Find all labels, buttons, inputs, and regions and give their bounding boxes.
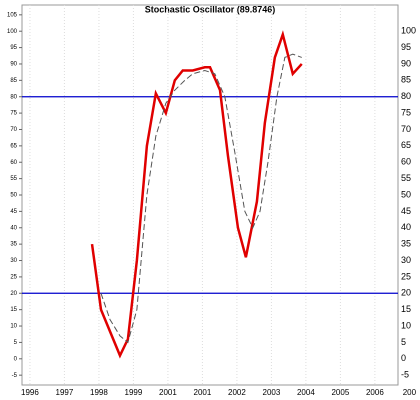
y-tick-label: 5 [14, 340, 18, 346]
x-tick-label: 2003 [263, 388, 281, 397]
y-tick-label: 70 [10, 127, 17, 133]
y-tick-label: 85 [10, 78, 17, 84]
y2-tick-label: 95 [401, 42, 411, 52]
y2-tick-label: 0 [401, 353, 406, 363]
y-tick-label: 65 [10, 143, 17, 149]
x-tick-label: 1999 [125, 388, 143, 397]
y2-tick-label: 15 [401, 304, 411, 314]
y-tick-label: 40 [10, 225, 17, 231]
y-tick-label: 80 [10, 94, 17, 100]
y-tick-label: 35 [10, 242, 17, 248]
x-tick-label: 1998 [90, 388, 108, 397]
y-tick-label: 30 [10, 258, 17, 264]
x-tick-label: 1996 [21, 388, 39, 397]
y-tick-label: 10 [10, 324, 17, 330]
x-tick-label: 200 [403, 388, 417, 397]
y2-tick-label: 55 [401, 173, 411, 183]
y2-tick-label: -5 [401, 370, 409, 380]
y-tick-label: 60 [10, 160, 17, 166]
y2-tick-label: 65 [401, 140, 411, 150]
y2-tick-label: 100 [401, 26, 416, 36]
y2-tick-label: 80 [401, 91, 411, 101]
y-tick-label: 20 [10, 291, 17, 297]
chart-title: Stochastic Oscillator (89.8746) [145, 4, 276, 14]
y2-tick-label: 30 [401, 255, 411, 265]
y2-tick-label: 50 [401, 189, 411, 199]
x-tick-label: 1997 [56, 388, 74, 397]
y-tick-label: 55 [10, 176, 17, 182]
y2-tick-label: 75 [401, 107, 411, 117]
y-tick-label: 0 [14, 356, 18, 362]
y2-tick-label: 35 [401, 239, 411, 249]
y-tick-label: 105 [7, 12, 18, 18]
y2-tick-label: 45 [401, 206, 411, 216]
y-tick-label: 45 [10, 209, 17, 215]
y2-tick-label: 85 [401, 75, 411, 85]
y-tick-label: 100 [7, 29, 18, 35]
series-line [90, 30, 303, 359]
y2-tick-label: 5 [401, 337, 406, 347]
y-tick-label: 75 [10, 111, 17, 117]
y2-tick-label: 40 [401, 222, 411, 232]
y2-tick-label: 70 [401, 124, 411, 134]
x-tick-label: 2004 [297, 388, 315, 397]
x-tick-label: 2001 [194, 388, 212, 397]
plot-frame [21, 4, 399, 386]
y-tick-label: 95 [10, 45, 17, 51]
x-tick-label: 2005 [331, 388, 349, 397]
y2-tick-label: 10 [401, 320, 411, 330]
x-tick-label: 2002 [228, 388, 246, 397]
y-tick-label: 15 [10, 307, 17, 313]
series-line [100, 53, 302, 344]
y-tick-label: 25 [10, 274, 17, 280]
y-tick-label: 50 [10, 193, 17, 199]
x-tick-label: 2006 [366, 388, 384, 397]
y2-tick-label: 60 [401, 157, 411, 167]
x-tick-label: 2001 [159, 388, 177, 397]
y2-tick-label: 25 [401, 271, 411, 281]
y-tick-label: 90 [10, 62, 17, 68]
y-tick-label: -5 [12, 373, 18, 379]
y2-tick-label: 90 [401, 58, 411, 68]
y2-tick-label: 20 [401, 288, 411, 298]
